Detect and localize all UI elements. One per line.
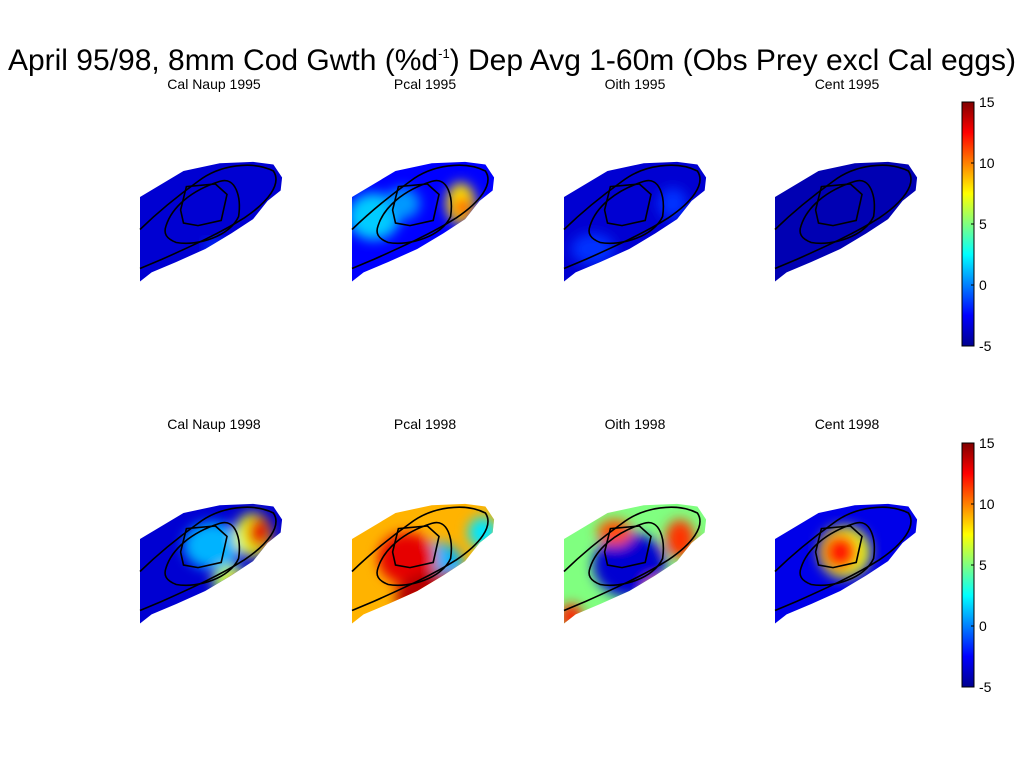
contour-line-cent-1995-0 [775,165,911,268]
colorbar-tick-label: 0 [979,618,987,634]
main-title: April 95/98, 8mm Cod Gwth (%d-1) Dep Avg… [8,44,1016,77]
main-title-superscript: -1 [438,46,450,61]
contour-line-pcal-1998-2 [393,526,439,568]
colorbar-tick-label: 10 [979,155,995,171]
contour-line-pcal-1995-0 [352,165,488,268]
contour-line-pcal-1995-2 [393,184,439,226]
panel-title-cal-naup-1995: Cal Naup 1995 [167,76,261,92]
bathymetry-contours-cent-1995 [775,165,911,268]
bathymetry-contours-cal-naup-1995 [140,165,276,268]
contour-line-oith-1998-0 [564,507,700,610]
contour-line-cal-naup-1998-1 [165,523,239,586]
bathymetry-contours-pcal-1998 [352,507,488,610]
panel-title-cent-1998: Cent 1998 [815,416,880,432]
colorbar-1998: 15 10 5 0 -5 [961,435,995,695]
heatmap-hotspot-oith-1995-1 [658,187,688,220]
colorbar-1995: 15 10 5 0 -5 [961,94,995,354]
contour-line-cent-1998-2 [816,526,862,568]
bathymetry-contours-oith-1998 [564,507,700,610]
bathymetry-contours-pcal-1995 [352,165,488,268]
heatmap-hotspot-oith-1998-1 [597,519,633,546]
panel-title-cal-naup-1998: Cal Naup 1998 [167,416,261,432]
panel-title-pcal-1998: Pcal 1998 [394,416,456,432]
panels-group: Cal Naup 1995 Pcal 1995 Oith 1995 Cent 1995… [140,76,920,630]
contour-line-cent-1998-1 [800,523,874,586]
heatmap-hotspot-pcal-1995-3 [454,197,470,218]
contour-line-oith-1998-2 [605,526,651,568]
colorbar-tick-label: 5 [979,557,987,573]
colorbar-tick-label: 15 [979,435,995,451]
colorbar-tick-label: -5 [979,338,992,354]
contour-line-oith-1995-1 [589,181,663,244]
contour-line-oith-1995-0 [564,165,700,268]
bathymetry-contours-oith-1995 [564,165,700,268]
contour-line-oith-1998-1 [589,523,663,586]
contour-line-cal-naup-1998-0 [140,507,276,610]
heatmap-hotspot-cal-naup-1998-2 [247,516,271,549]
bathymetry-contours-cent-1998 [775,507,911,610]
contour-line-cent-1995-1 [800,181,874,244]
panel-oith-1995: Oith 1995 [564,76,709,288]
contour-line-cal-naup-1995-0 [140,165,276,268]
contour-line-cal-naup-1998-2 [181,526,227,568]
contour-line-pcal-1998-0 [352,507,488,610]
contour-line-oith-1995-2 [605,184,651,226]
panel-title-oith-1998: Oith 1998 [605,416,666,432]
colorbars-group: 15 10 5 0 -5 15 10 5 0 -5 [961,94,995,695]
contour-line-cal-naup-1995-2 [181,184,227,226]
panel-cal-naup-1995: Cal Naup 1995 [140,76,285,288]
contour-line-cent-1998-0 [775,507,911,610]
colorbar-tick-label: 0 [979,277,987,293]
colorbar-tick-label: 10 [979,496,995,512]
bathymetry-contours-cal-naup-1998 [140,507,276,610]
contour-line-cal-naup-1995-1 [165,181,239,244]
main-title-part-2: ) Dep Avg 1-60m (Obs Prey excl Cal eggs) [450,44,1016,77]
heatmap-hotspot-pcal-1995-1 [385,187,421,220]
contour-line-pcal-1998-1 [377,523,451,586]
panel-cent-1998: Cent 1998 [775,416,920,630]
panel-title-cent-1995: Cent 1995 [815,76,880,92]
panel-title-pcal-1995: Pcal 1995 [394,76,456,92]
colorbar-tick-label: 15 [979,94,995,110]
contour-line-cent-1995-2 [816,184,862,226]
heatmap-hotspot-cent-1998-1 [822,533,858,571]
heatmap-hotspot-oith-1995-0 [571,233,615,265]
heatmap-hotspot-cal-naup-1998-0 [183,522,242,569]
contour-line-pcal-1995-1 [377,181,451,244]
colorbar-tick-label: 5 [979,216,987,232]
main-title-part-1: April 95/98, 8mm Cod Gwth (%d [8,44,438,77]
panel-title-oith-1995: Oith 1995 [605,76,666,92]
colorbar-tick-label: -5 [979,679,992,695]
